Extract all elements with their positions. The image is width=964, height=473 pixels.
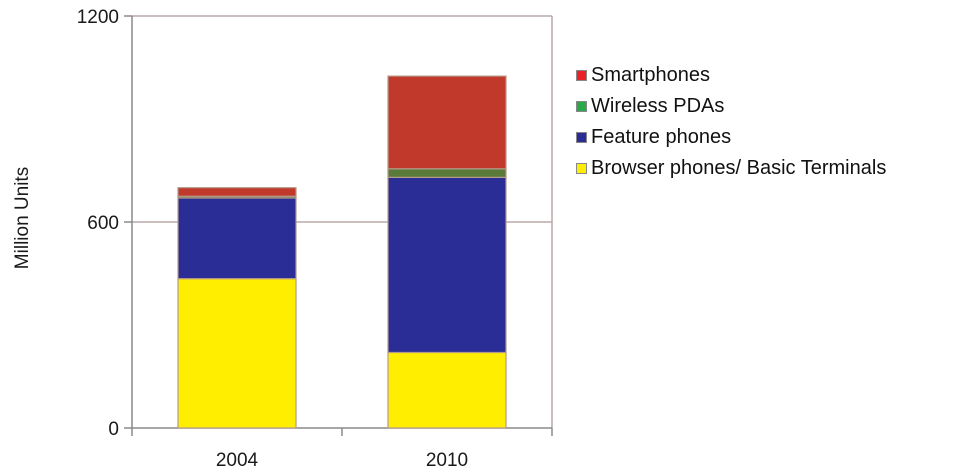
legend-label: Smartphones [591, 64, 710, 86]
x-tick-label: 2004 [216, 450, 259, 471]
bar-browser-phones-basic-terminals-2004 [177, 278, 297, 429]
legend-item-browser-phones: Browser phones/ Basic Terminals [576, 153, 886, 184]
legend-swatch-wireless-pdas [576, 101, 587, 112]
bar-smartphones-2004 [177, 187, 297, 197]
legend-label: Wireless PDAs [591, 95, 725, 117]
legend-swatch-smartphones [576, 70, 587, 81]
legend-label: Browser phones/ Basic Terminals [591, 157, 887, 179]
legend-swatch-browser-phones [576, 163, 587, 174]
legend: Smartphones Wireless PDAs Feature phones… [576, 60, 886, 184]
y-tick-label: 0 [108, 419, 119, 440]
y-tick-label: 600 [87, 213, 119, 234]
legend-label: Feature phones [591, 126, 732, 148]
tick-labels: 0 600 1200 2004 2010 [77, 7, 468, 471]
bar-browser-phones-basic-terminals-2010 [387, 351, 507, 429]
legend-item-feature-phones: Feature phones [576, 122, 886, 153]
bars [177, 75, 507, 429]
x-tick-label: 2010 [426, 450, 468, 471]
bar-feature-phones-2004 [177, 197, 297, 280]
bar-feature-phones-2010 [387, 176, 507, 354]
y-axis-title: Million Units [12, 167, 33, 269]
legend-item-wireless-pdas: Wireless PDAs [576, 91, 886, 122]
legend-item-smartphones: Smartphones [576, 60, 886, 91]
bar-wireless-pdas-2010 [387, 168, 507, 178]
bar-smartphones-2010 [387, 75, 507, 170]
y-tick-label: 1200 [77, 7, 119, 28]
legend-swatch-feature-phones [576, 132, 587, 143]
